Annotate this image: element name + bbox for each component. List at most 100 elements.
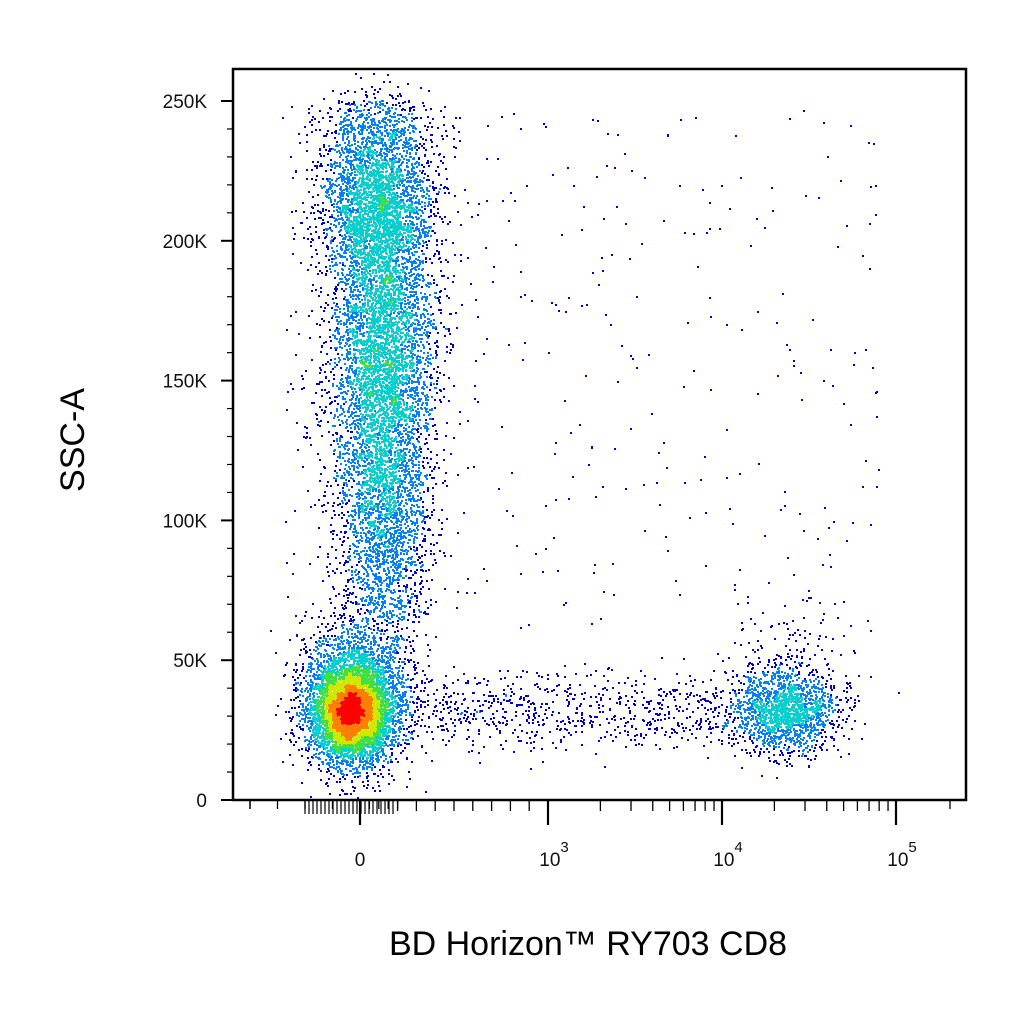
event-dot [402, 725, 404, 727]
event-dot [321, 751, 323, 753]
event-dot [352, 726, 354, 728]
event-dot [369, 704, 371, 706]
event-dot [310, 667, 312, 669]
event-dot [370, 646, 372, 648]
event-dot [326, 715, 328, 717]
event-dot [382, 680, 384, 682]
event-dot [370, 752, 372, 754]
event-dot [424, 674, 426, 676]
event-dot [401, 681, 403, 683]
event-dot [299, 700, 301, 702]
event-dot [318, 702, 320, 704]
event-dot [330, 723, 332, 725]
event-dot [313, 668, 315, 670]
event-dot [383, 677, 385, 679]
event-dot [358, 726, 360, 728]
event-dot [328, 770, 330, 772]
event-dot [381, 748, 383, 750]
event-dot [311, 756, 313, 758]
event-dot [371, 762, 373, 764]
event-dot [305, 706, 307, 708]
event-dot [402, 393, 404, 395]
event-dot [327, 750, 329, 752]
event-dot [351, 647, 353, 649]
event-dot [356, 698, 358, 700]
event-dot [359, 699, 361, 701]
event-dot [293, 553, 295, 555]
event-dot [358, 668, 360, 670]
event-dot [299, 654, 301, 656]
event-dot [326, 677, 328, 679]
event-dot [423, 690, 425, 692]
event-dot [370, 628, 372, 630]
event-dot [378, 732, 380, 734]
event-dot [365, 714, 367, 716]
event-dot [370, 696, 372, 698]
event-dot [335, 720, 337, 722]
event-dot [333, 764, 335, 766]
event-dot [391, 668, 393, 670]
event-dot [344, 748, 346, 750]
event-dot [352, 691, 354, 693]
event-dot [334, 686, 336, 688]
event-dot [352, 786, 354, 788]
event-dot [307, 769, 309, 771]
event-dot [388, 679, 390, 681]
event-dot [319, 678, 321, 680]
event-dot [340, 708, 342, 710]
event-dot [377, 706, 379, 708]
event-dot [363, 649, 365, 651]
event-dot [392, 683, 394, 685]
event-dot [341, 673, 343, 675]
event-dot [338, 756, 340, 758]
event-dot [331, 737, 333, 739]
event-dot [343, 754, 345, 756]
event-dot [352, 762, 354, 764]
event-dot [345, 685, 347, 687]
event-dot [389, 674, 391, 676]
event-dot [370, 719, 372, 721]
event-dot [354, 787, 356, 789]
event-dot [321, 693, 323, 695]
event-dot [338, 741, 340, 743]
event-dot [395, 649, 397, 651]
event-dot [337, 719, 339, 721]
event-dot [310, 690, 312, 692]
event-dot [366, 709, 368, 711]
event-dot [332, 710, 334, 712]
event-dot [389, 664, 391, 666]
event-dot [380, 713, 382, 715]
event-dot [350, 739, 352, 741]
event-dot [412, 648, 414, 650]
event-dot [341, 746, 343, 748]
event-dot [389, 710, 391, 712]
event-dot [363, 701, 365, 703]
event-dot [355, 692, 357, 694]
event-dot [291, 718, 293, 720]
event-dot [363, 626, 365, 628]
event-dot [297, 696, 299, 698]
event-dot [332, 712, 334, 714]
event-dot [372, 663, 374, 665]
event-dot [398, 705, 400, 707]
event-dot [393, 644, 395, 646]
event-dot [307, 757, 309, 759]
event-dot [359, 647, 361, 649]
event-dot [290, 741, 292, 743]
event-dot [420, 690, 422, 692]
event-dot [339, 704, 341, 706]
event-dot [365, 646, 367, 648]
event-dot [324, 748, 326, 750]
event-dot [358, 745, 360, 747]
event-dot [345, 652, 347, 654]
event-dot [397, 702, 399, 704]
event-dot [346, 793, 348, 795]
event-dot [329, 753, 331, 755]
event-dot [316, 658, 318, 660]
event-dot [361, 658, 363, 660]
event-dot [344, 681, 346, 683]
event-dot [321, 389, 323, 391]
event-dot [379, 672, 381, 674]
event-dot [359, 453, 361, 455]
event-dot [367, 679, 369, 681]
